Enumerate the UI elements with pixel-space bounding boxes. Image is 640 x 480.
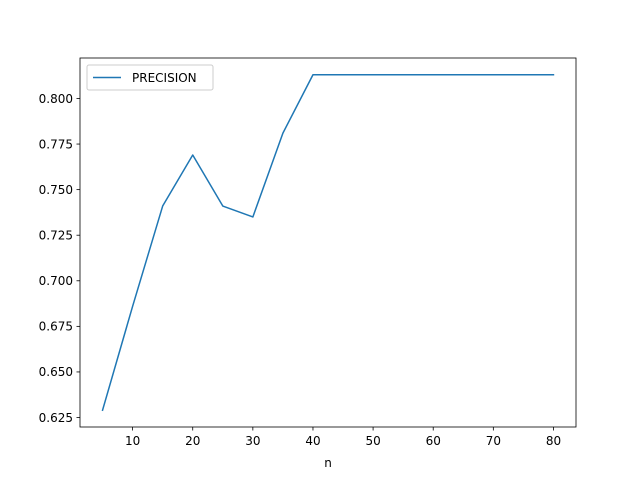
x-axis-label: n xyxy=(324,456,332,470)
y-tick-label: 0.650 xyxy=(39,365,73,379)
plot-area xyxy=(79,57,577,428)
y-tick-label: 0.800 xyxy=(39,92,73,106)
x-tick-label: 50 xyxy=(365,434,380,448)
series-layer xyxy=(101,74,555,412)
y-tick-label: 0.625 xyxy=(39,411,73,425)
y-axis: 0.625 0.650 0.675 0.700 0.725 0.750 0.775 0.800 xyxy=(39,92,80,425)
y-tick-label: 0.700 xyxy=(39,274,73,288)
x-tick-label: 70 xyxy=(486,434,501,448)
y-tick-label: 0.675 xyxy=(39,320,73,334)
x-tick-label: 80 xyxy=(546,434,561,448)
legend-label: PRECISION xyxy=(132,71,197,85)
x-tick-label: 20 xyxy=(185,434,200,448)
y-tick-label: 0.750 xyxy=(39,183,73,197)
x-axis: 10 20 30 40 50 60 70 80 xyxy=(125,427,561,448)
x-tick-label: 10 xyxy=(125,434,140,448)
x-tick-label: 40 xyxy=(305,434,320,448)
x-tick-label: 30 xyxy=(245,434,260,448)
plot-frame xyxy=(79,57,577,428)
series-line-precision xyxy=(101,74,555,412)
legend-box xyxy=(86,64,214,91)
x-tick-label: 60 xyxy=(426,434,441,448)
y-tick-label: 0.725 xyxy=(39,229,73,243)
legend: PRECISION xyxy=(86,64,214,91)
y-tick-label: 0.775 xyxy=(39,137,73,151)
